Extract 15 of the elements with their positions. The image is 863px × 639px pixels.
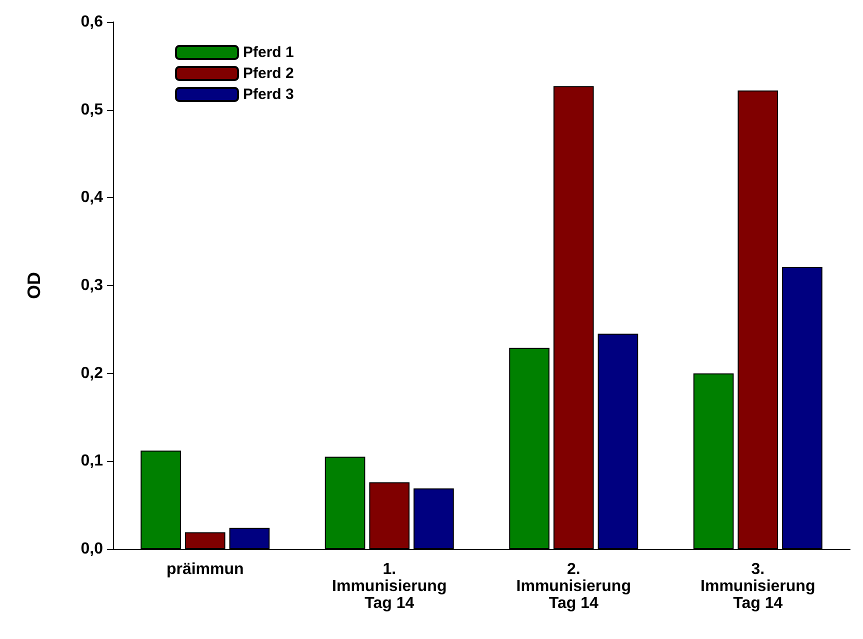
x-tick-label: 2. Immunisierung Tag 14 [516,561,631,612]
x-tick-label: 1. Immunisierung Tag 14 [332,561,447,612]
x-tick-label: präimmun [166,561,244,578]
legend-label: Pferd 3 [243,86,294,103]
y-tick-label: 0,0 [80,540,104,558]
x-tick-label: 3. Immunisierung Tag 14 [700,561,816,612]
y-tick-label: 0,6 [80,14,104,30]
y-tick-label: 0,2 [80,364,104,382]
y-tick-label: 0,3 [80,277,104,294]
y-tick-label: 0,1 [80,452,104,470]
y-tick-label: 0,4 [80,189,104,206]
y-tick-label: 0,5 [80,101,104,118]
y-axis-title: OD [24,272,44,299]
legend-label: Pferd 1 [243,44,294,61]
legend-label: Pferd 2 [243,65,294,82]
